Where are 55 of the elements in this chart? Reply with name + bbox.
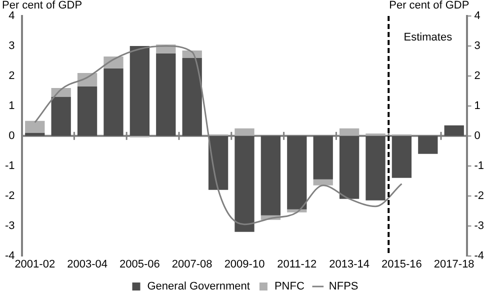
bar xyxy=(208,136,228,190)
x-tick-label: 2005-06 xyxy=(120,258,160,270)
y2-tick-label: 0 xyxy=(474,130,480,142)
x-tick-label: 2009-10 xyxy=(224,258,265,270)
y2-tick-label: -3 xyxy=(474,220,484,232)
bar xyxy=(392,136,412,178)
bar xyxy=(182,58,202,136)
bar xyxy=(313,136,333,180)
y-tick-label: 3 xyxy=(8,40,15,52)
bar xyxy=(25,132,45,136)
bar xyxy=(182,50,202,58)
x-tick-label: 2013-14 xyxy=(329,258,370,270)
y-tick-label: -1 xyxy=(5,160,15,172)
bar xyxy=(130,46,150,136)
y-axis-title: Per cent of GDP xyxy=(2,0,82,12)
x-tick-label: 2001-02 xyxy=(14,258,56,270)
x-tick-label: 2011-12 xyxy=(277,258,317,270)
x-tick-label: 2007-08 xyxy=(172,258,212,270)
bar xyxy=(418,136,438,154)
bar xyxy=(444,125,464,136)
y2-tick-label: -2 xyxy=(474,190,484,202)
bar xyxy=(25,120,45,133)
ref-line-label: Estimates xyxy=(404,32,453,44)
y-tick-label: -4 xyxy=(5,250,15,262)
legend-label: PNFC xyxy=(274,280,304,293)
bar xyxy=(234,136,254,232)
y2-tick-label: 2 xyxy=(474,70,480,82)
bar xyxy=(234,128,254,136)
x-tick-label: 2015-16 xyxy=(382,258,422,270)
bar xyxy=(156,53,176,136)
y-tick-label: -3 xyxy=(5,220,15,232)
y2-tick-label: 1 xyxy=(474,100,480,112)
bar xyxy=(51,96,71,136)
y2-tick-label: -1 xyxy=(474,160,484,172)
y2-axis-title: Per cent of GDP xyxy=(389,0,470,12)
y-tick-label: 0 xyxy=(8,130,15,142)
y2-tick-label: 3 xyxy=(474,40,480,52)
legend-label: General Government xyxy=(147,280,250,293)
y-tick-label: 2 xyxy=(8,70,15,82)
y-tick-label: 4 xyxy=(8,10,15,22)
bar xyxy=(104,68,124,136)
bar xyxy=(366,136,386,200)
bar xyxy=(339,136,360,199)
x-tick-label: 2003-04 xyxy=(67,258,108,270)
y-tick-label: 1 xyxy=(8,100,15,112)
bar xyxy=(77,86,98,136)
y-tick-label: -2 xyxy=(5,190,15,202)
legend-label: NFPS xyxy=(328,280,358,293)
bar xyxy=(260,136,281,216)
y2-tick-label: -4 xyxy=(474,250,484,262)
bar xyxy=(339,128,360,136)
y2-tick-label: 4 xyxy=(474,10,480,22)
x-tick-label: 2017-18 xyxy=(434,258,474,270)
bar xyxy=(287,136,307,210)
bar xyxy=(313,179,333,186)
